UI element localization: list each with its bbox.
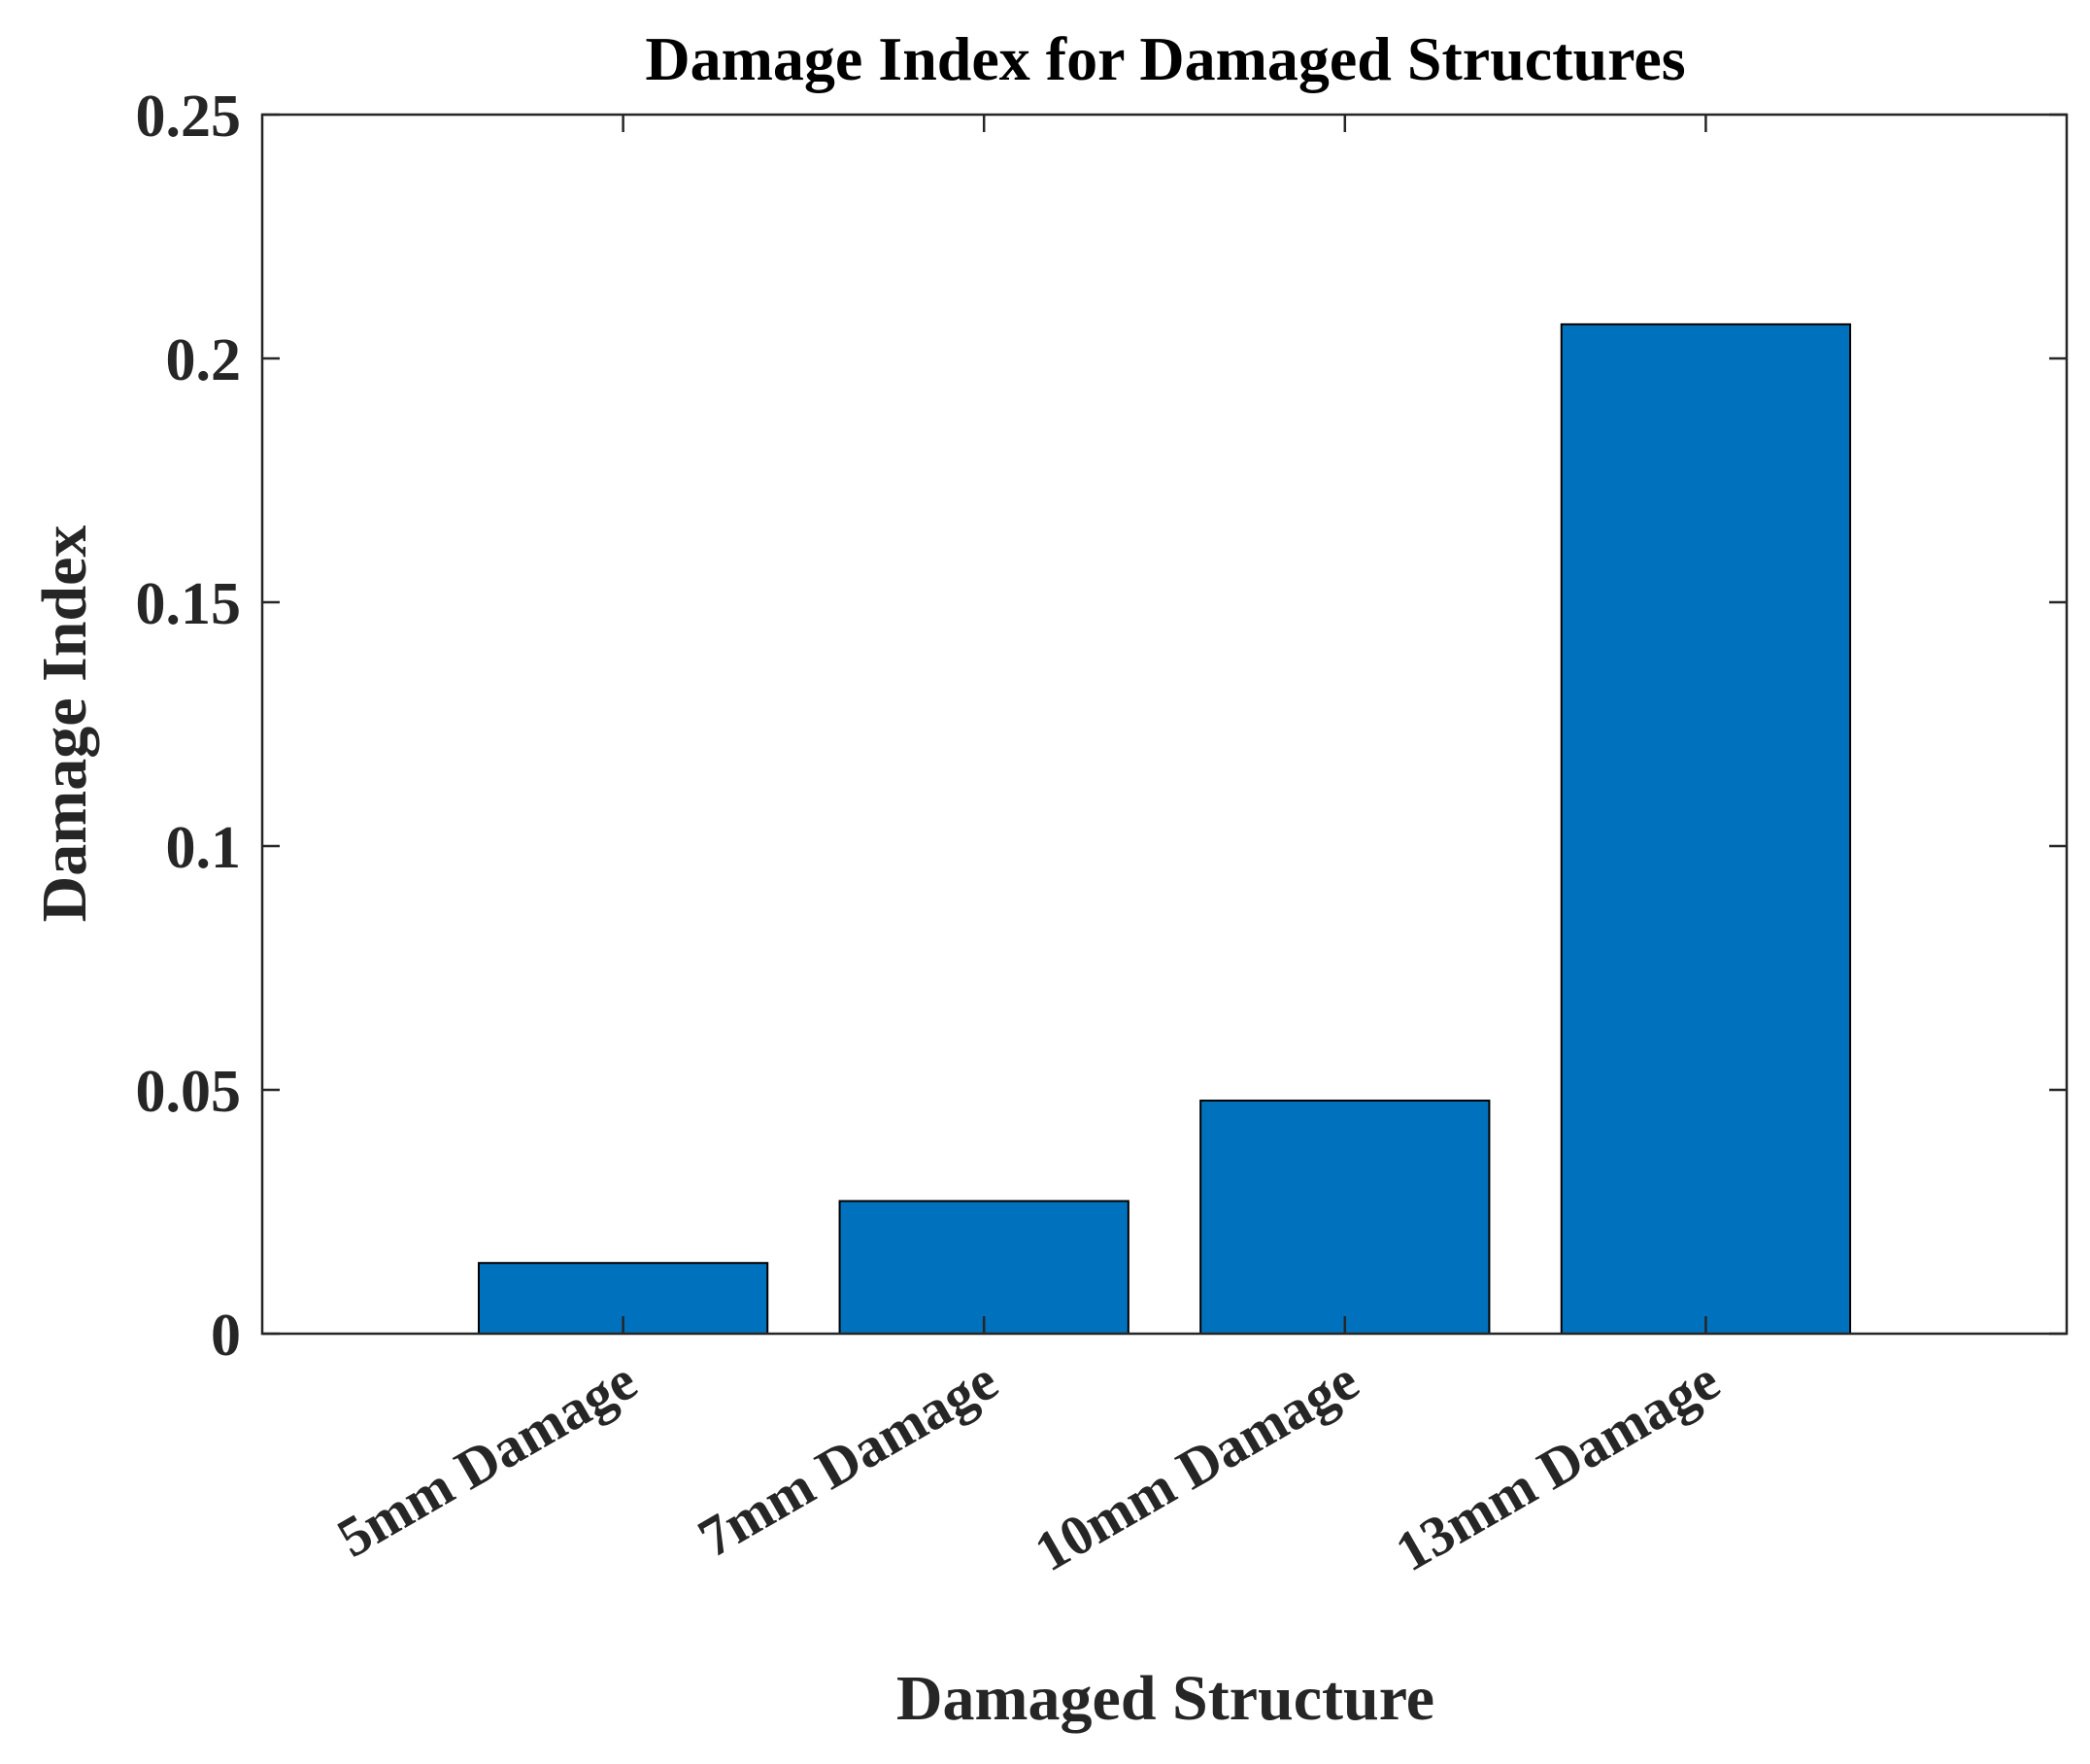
- y-tick-label: 0: [211, 1303, 241, 1369]
- x-tick-label: 7mm Damage: [688, 1348, 1008, 1570]
- y-tick-label: 0.05: [136, 1059, 242, 1125]
- bars-layer: [477, 322, 1852, 1336]
- bar-2: [838, 1200, 1129, 1336]
- y-tick-label: 0.2: [166, 327, 242, 393]
- x-ticks-layer: 5mm Damage 7mm Damage 10mm Damage 13mm Dama…: [326, 115, 1730, 1583]
- chart-title: Damage Index for Damaged Structures: [645, 24, 1685, 93]
- y-axis-label: Damage Index: [29, 526, 100, 923]
- x-tick-label: 10mm Damage: [1025, 1348, 1369, 1583]
- x-tick-label: 13mm Damage: [1385, 1348, 1730, 1583]
- y-tick-label: 0.1: [166, 815, 242, 881]
- x-tick-label: 5mm Damage: [326, 1348, 647, 1570]
- bar-3: [1199, 1100, 1491, 1335]
- y-tick-label: 0.15: [136, 571, 242, 637]
- bar-4: [1560, 322, 1852, 1335]
- axes-layer: [260, 113, 2069, 1336]
- y-ticks-layer: 0 0.05 0.1 0.15 0.2 0.25: [136, 84, 2067, 1369]
- plot-frame: [260, 113, 2069, 1336]
- y-tick-label: 0.25: [136, 84, 242, 150]
- x-axis-label: Damaged Structure: [896, 1663, 1434, 1734]
